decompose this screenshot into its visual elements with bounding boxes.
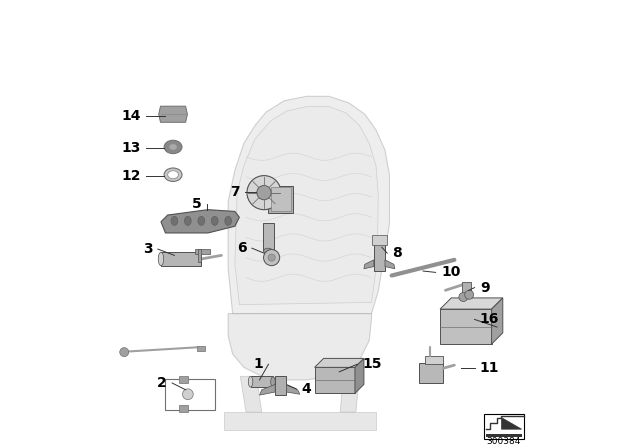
Polygon shape xyxy=(340,376,360,412)
Ellipse shape xyxy=(248,376,253,387)
Text: 6: 6 xyxy=(237,241,246,255)
Bar xyxy=(486,434,522,437)
Text: 10: 10 xyxy=(441,265,460,280)
Ellipse shape xyxy=(264,248,273,254)
Polygon shape xyxy=(240,376,262,412)
Ellipse shape xyxy=(271,377,275,387)
Ellipse shape xyxy=(198,216,205,225)
Circle shape xyxy=(247,176,281,210)
Ellipse shape xyxy=(164,140,182,154)
Polygon shape xyxy=(287,384,300,394)
Bar xyxy=(179,405,188,412)
Polygon shape xyxy=(440,298,503,309)
Text: 7: 7 xyxy=(230,185,239,199)
Ellipse shape xyxy=(171,216,178,225)
Bar xyxy=(224,412,376,430)
Circle shape xyxy=(257,185,271,200)
Circle shape xyxy=(264,250,280,266)
Bar xyxy=(374,237,385,271)
Polygon shape xyxy=(315,358,364,367)
Polygon shape xyxy=(364,260,374,269)
Bar xyxy=(195,249,210,254)
Ellipse shape xyxy=(225,216,232,225)
Circle shape xyxy=(268,254,275,261)
Bar xyxy=(275,376,287,395)
Text: 12: 12 xyxy=(122,168,141,183)
Text: 4: 4 xyxy=(301,382,312,396)
Text: 300384: 300384 xyxy=(486,437,521,446)
Text: 3: 3 xyxy=(143,242,152,256)
Ellipse shape xyxy=(164,168,182,181)
Bar xyxy=(269,186,293,213)
Bar xyxy=(198,249,201,262)
Bar xyxy=(262,223,274,251)
Text: 1: 1 xyxy=(253,357,263,371)
Text: 9: 9 xyxy=(480,280,490,295)
Text: 8: 8 xyxy=(392,246,403,260)
Circle shape xyxy=(182,389,193,400)
Text: 5: 5 xyxy=(192,197,202,211)
Bar xyxy=(440,309,492,344)
Polygon shape xyxy=(260,384,275,395)
Polygon shape xyxy=(228,314,371,380)
Polygon shape xyxy=(492,298,503,344)
Bar xyxy=(271,187,291,211)
Text: 14: 14 xyxy=(122,108,141,123)
Text: 2: 2 xyxy=(157,376,167,390)
Ellipse shape xyxy=(211,216,218,225)
Bar xyxy=(484,414,524,439)
Bar xyxy=(197,346,205,351)
Text: 13: 13 xyxy=(122,141,141,155)
Polygon shape xyxy=(159,106,188,122)
Bar xyxy=(371,235,387,245)
Ellipse shape xyxy=(168,171,179,179)
Bar xyxy=(179,376,188,383)
Polygon shape xyxy=(355,358,364,393)
Bar xyxy=(165,379,215,410)
Bar xyxy=(315,367,355,393)
Ellipse shape xyxy=(158,252,164,266)
Bar xyxy=(251,376,273,387)
Polygon shape xyxy=(235,107,378,305)
Bar xyxy=(425,356,443,364)
Ellipse shape xyxy=(184,216,191,225)
Circle shape xyxy=(120,348,129,357)
Polygon shape xyxy=(228,96,389,314)
Polygon shape xyxy=(161,210,239,233)
Ellipse shape xyxy=(169,144,177,150)
Text: 15: 15 xyxy=(362,357,382,371)
Polygon shape xyxy=(385,260,395,269)
Polygon shape xyxy=(502,418,522,429)
Bar xyxy=(161,252,201,266)
Circle shape xyxy=(459,293,468,302)
Circle shape xyxy=(465,290,474,299)
Bar xyxy=(463,282,470,296)
Bar xyxy=(419,363,444,383)
Text: 16: 16 xyxy=(480,312,499,327)
Text: 11: 11 xyxy=(480,361,499,375)
